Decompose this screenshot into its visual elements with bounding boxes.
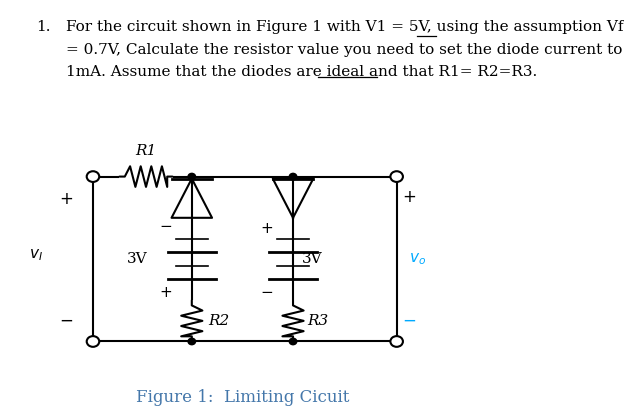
Circle shape (290, 339, 296, 344)
Text: −: − (159, 219, 172, 234)
Circle shape (188, 174, 195, 179)
Text: 3V: 3V (127, 252, 147, 266)
Text: −: − (402, 312, 416, 330)
Circle shape (391, 171, 403, 182)
Text: For the circuit shown in Figure 1 with V1 = 5V, using the assumption Vf: For the circuit shown in Figure 1 with V… (67, 20, 624, 34)
Text: +: + (59, 190, 74, 208)
Text: = 0.7V, Calculate the resistor value you need to set the diode current to: = 0.7V, Calculate the resistor value you… (67, 43, 623, 56)
Text: +: + (402, 188, 416, 206)
Circle shape (87, 171, 99, 182)
Text: R1: R1 (135, 144, 157, 158)
Text: −: − (260, 285, 273, 300)
Text: $v_o$: $v_o$ (409, 251, 426, 267)
Text: −: − (59, 312, 74, 330)
Text: 3V: 3V (301, 252, 323, 266)
Text: +: + (159, 285, 172, 300)
Text: 1mA. Assume that the diodes are ideal and that R1= R2=R3.: 1mA. Assume that the diodes are ideal an… (67, 65, 538, 79)
Circle shape (188, 339, 195, 344)
Circle shape (290, 174, 296, 179)
Text: $v_I$: $v_I$ (29, 247, 43, 263)
Text: 1.: 1. (36, 20, 51, 34)
Text: R3: R3 (308, 314, 329, 328)
Circle shape (391, 336, 403, 347)
Text: Figure 1:  Limiting Cicuit: Figure 1: Limiting Cicuit (135, 388, 349, 405)
Circle shape (87, 336, 99, 347)
Text: +: + (260, 221, 273, 236)
Text: R2: R2 (208, 314, 230, 328)
